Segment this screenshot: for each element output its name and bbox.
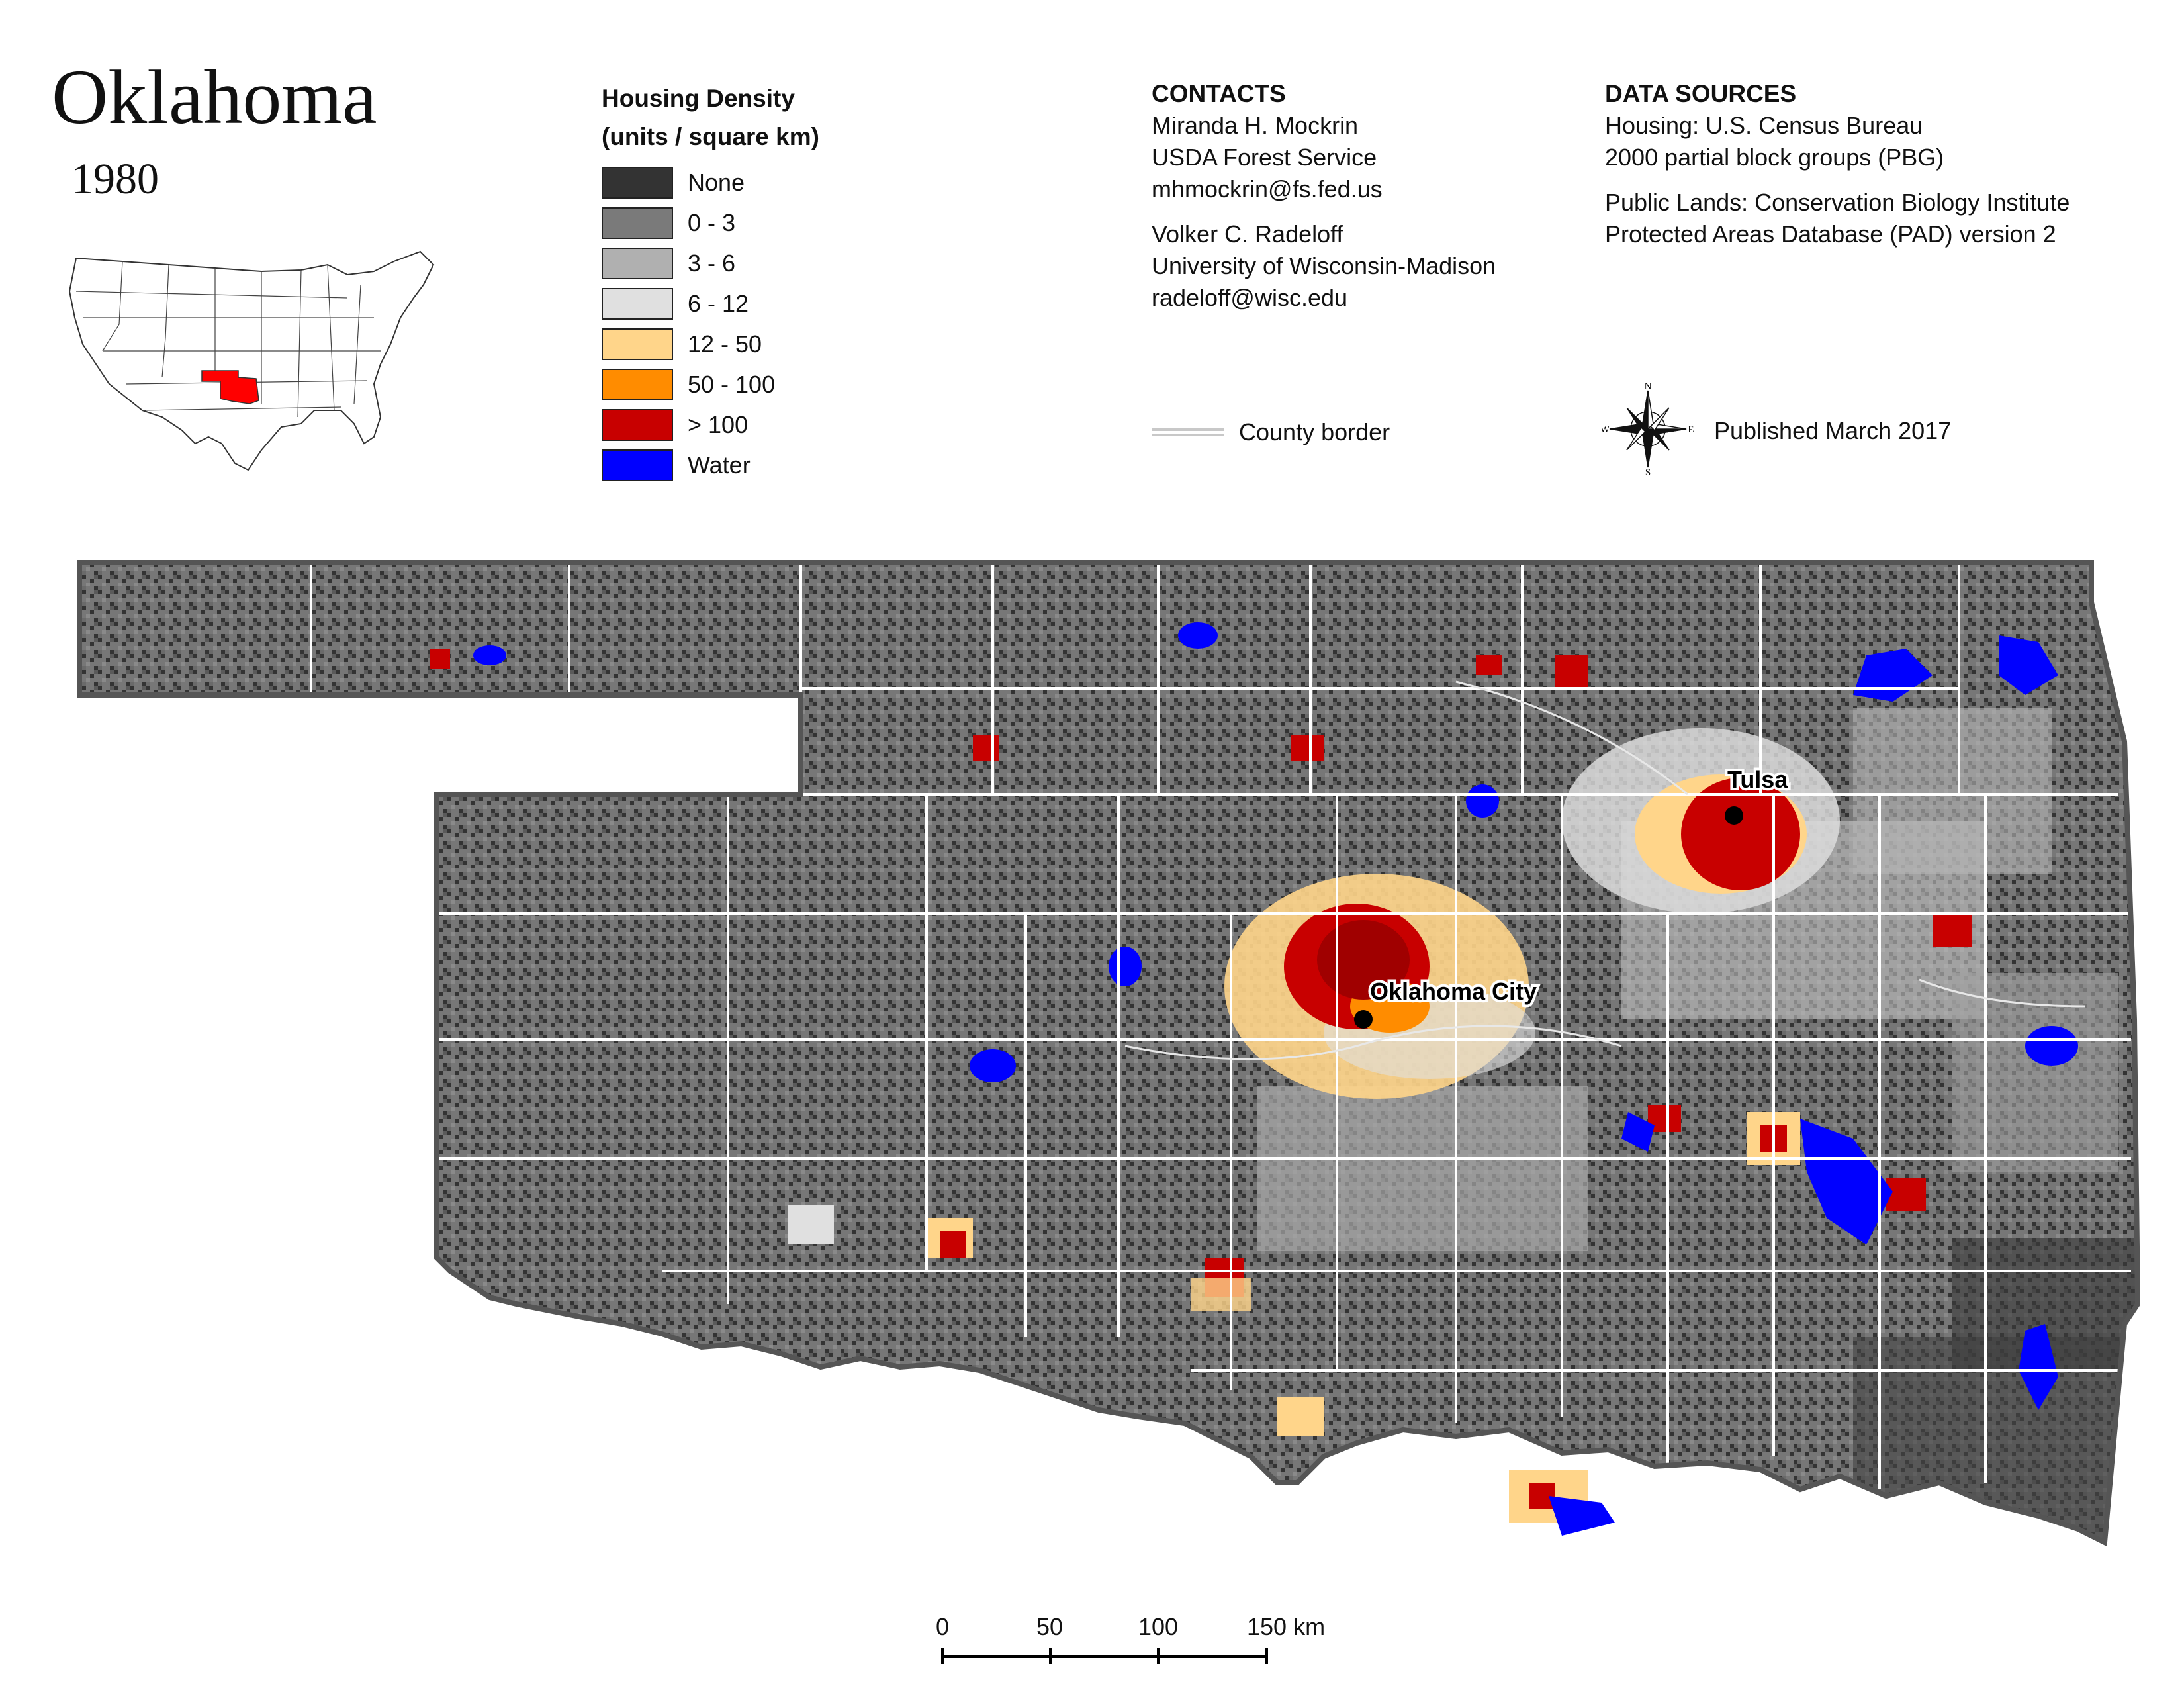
- public-lands-source-1: Public Lands: Conservation Biology Insti…: [1605, 189, 2070, 216]
- legend-item: 12 - 50: [602, 328, 762, 360]
- scale-label-50: 50: [1036, 1613, 1063, 1640]
- scale-bar: 0 50 100 150 km: [936, 1613, 1325, 1664]
- oklahoma-city-marker-icon: [1354, 1010, 1373, 1029]
- compass-rose-icon: N S E W: [1602, 383, 1694, 475]
- map-year: 1980: [71, 155, 159, 203]
- legend-item: None: [602, 167, 745, 199]
- compass-s: S: [1645, 467, 1651, 475]
- scale-label-0: 0: [936, 1613, 949, 1640]
- legend-label: Water: [688, 451, 751, 479]
- data-sources-header: DATA SOURCES: [1605, 80, 1797, 107]
- oklahoma-city-label: Oklahoma City: [1370, 978, 1537, 1005]
- rivers: [1124, 680, 2085, 1060]
- towns: [430, 649, 1972, 1523]
- legend-label: 0 - 3: [688, 209, 736, 236]
- compass-w: W: [1602, 424, 1610, 435]
- oklahoma-map: Tulsa Oklahoma City: [66, 543, 2151, 1575]
- legend-label: 12 - 50: [688, 330, 762, 357]
- contact2-email[interactable]: radeloff@wisc.edu: [1152, 284, 1348, 311]
- county-border-line-icon: [1152, 428, 1224, 436]
- tulsa-label: Tulsa: [1727, 766, 1788, 793]
- water-bodies: [473, 622, 2078, 1536]
- legend-label: None: [688, 169, 745, 196]
- tulsa-metro: [1562, 728, 1840, 914]
- legend-swatch: [602, 248, 673, 279]
- contact1-email[interactable]: mhmockrin@fs.fed.us: [1152, 175, 1383, 203]
- data-sources-block: DATA SOURCES Housing: U.S. Census Bureau…: [1605, 78, 2070, 250]
- legend-title-line1: Housing Density: [602, 85, 795, 112]
- us-state-lines: [75, 261, 381, 418]
- legend-item: 0 - 3: [602, 207, 735, 239]
- legend-label: > 100: [688, 411, 749, 438]
- legend-item: > 100: [602, 409, 748, 441]
- housing-source-2: 2000 partial block groups (PBG): [1605, 144, 1944, 171]
- public-lands-source-2: Protected Areas Database (PAD) version 2: [1605, 220, 2056, 248]
- contacts-header: CONTACTS: [1152, 80, 1286, 107]
- housing-source-1: Housing: U.S. Census Bureau: [1605, 112, 1923, 139]
- contact2-name: Volker C. Radeloff: [1152, 220, 1343, 248]
- us-outline: [68, 250, 435, 471]
- contacts-block: CONTACTS Miranda H. Mockrin USDA Forest …: [1152, 78, 1496, 314]
- legend-item: 50 - 100: [602, 369, 775, 400]
- legend-title: Housing Density (units / square km): [602, 79, 819, 156]
- published-date: Published March 2017: [1714, 417, 1952, 444]
- county-border-key: County border: [1152, 418, 1390, 446]
- legend-label: 6 - 12: [688, 290, 749, 317]
- contact2-org: University of Wisconsin-Madison: [1152, 252, 1496, 279]
- legend-swatch: [602, 409, 673, 441]
- legend-item: Water: [602, 449, 751, 481]
- legend-item: 6 - 12: [602, 288, 749, 320]
- legend-label: 50 - 100: [688, 371, 776, 398]
- legend-swatch: [602, 369, 673, 400]
- scale-label-150: 150 km: [1247, 1613, 1325, 1640]
- legend-title-line2: (units / square km): [602, 123, 819, 150]
- legend-swatch: [602, 167, 673, 199]
- oklahoma-city-metro: [1224, 874, 1535, 1099]
- oklahoma-highlight: [201, 370, 259, 404]
- legend-label: 3 - 6: [688, 250, 736, 277]
- county-border-label: County border: [1239, 418, 1390, 445]
- legend-swatch: [602, 449, 673, 481]
- legend-item: 3 - 6: [602, 248, 735, 279]
- legend-swatch: [602, 288, 673, 320]
- us-inset-map: [68, 250, 435, 471]
- legend-swatch: [602, 328, 673, 360]
- compass-e: E: [1688, 424, 1694, 435]
- map-title: Oklahoma: [52, 54, 377, 140]
- legend-swatch: [602, 207, 673, 239]
- tulsa-marker-icon: [1725, 806, 1743, 825]
- compass-n: N: [1645, 383, 1652, 392]
- contact1-org: USDA Forest Service: [1152, 144, 1377, 171]
- contact1-name: Miranda H. Mockrin: [1152, 112, 1359, 139]
- scale-label-100: 100: [1138, 1613, 1178, 1640]
